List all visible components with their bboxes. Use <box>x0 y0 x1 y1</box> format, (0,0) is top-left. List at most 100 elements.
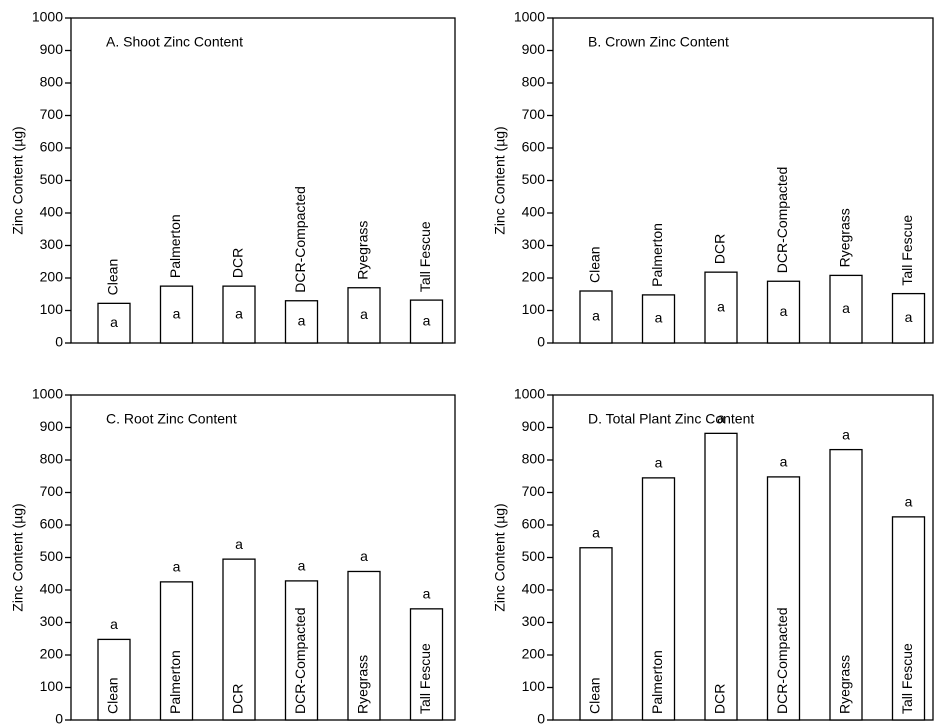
category-label: Palmerton <box>649 223 665 287</box>
category-label: Clean <box>105 259 121 296</box>
y-tick-label: 300 <box>522 613 546 629</box>
y-tick-label: 800 <box>522 451 546 467</box>
y-axis-label: Zinc Content (µg) <box>10 126 26 234</box>
category-label: DCR-Compacted <box>292 607 308 714</box>
significance-letter: a <box>173 305 181 321</box>
y-tick-label: 100 <box>40 301 64 317</box>
category-label: Ryegrass <box>355 221 371 280</box>
category-label: Clean <box>105 677 121 714</box>
y-tick-label: 900 <box>522 418 546 434</box>
significance-letter: a <box>780 303 788 319</box>
significance-letter: a <box>905 309 913 325</box>
y-tick-label: 800 <box>40 451 64 467</box>
significance-letter: a <box>592 308 600 324</box>
y-tick-label: 1000 <box>32 9 63 25</box>
significance-letter: a <box>842 300 850 316</box>
bar <box>766 280 801 344</box>
category-label: DCR-Compacted <box>292 186 308 293</box>
significance-letter: a <box>655 455 663 471</box>
bar <box>704 271 738 344</box>
y-axis-label: Zinc Content (µg) <box>492 503 508 611</box>
y-axis-label: Zinc Content (µg) <box>492 126 508 234</box>
significance-letter: a <box>717 298 725 314</box>
bar <box>409 608 444 721</box>
category-label: DCR-Compacted <box>774 607 790 714</box>
panel-title: B. Crown Zinc Content <box>588 34 729 50</box>
significance-letter: a <box>360 548 368 564</box>
category-label: Ryegrass <box>355 655 371 714</box>
category-label: Tall Fescue <box>417 643 433 714</box>
bar <box>97 638 131 721</box>
significance-letter: a <box>235 536 243 552</box>
y-tick-label: 200 <box>40 646 64 662</box>
category-label: Tall Fescue <box>899 643 915 714</box>
y-tick-label: 600 <box>522 139 546 155</box>
category-label: DCR <box>230 684 246 714</box>
category-label: Ryegrass <box>837 208 853 267</box>
significance-letter: a <box>298 313 306 329</box>
category-label: Ryegrass <box>837 655 853 714</box>
y-tick-label: 200 <box>522 646 546 662</box>
y-tick-label: 500 <box>40 548 64 564</box>
bar <box>579 290 613 344</box>
y-tick-label: 200 <box>522 269 546 285</box>
bar <box>641 294 676 344</box>
significance-letter: a <box>592 524 600 540</box>
bar <box>641 477 676 721</box>
bar <box>409 299 444 344</box>
category-label: Palmerton <box>649 650 665 714</box>
panel-title: D. Total Plant Zinc Content <box>588 411 754 427</box>
y-axis-label: Zinc Content (µg) <box>10 503 26 611</box>
significance-letter: a <box>173 559 181 575</box>
y-tick-label: 300 <box>40 236 64 252</box>
significance-letter: a <box>360 306 368 322</box>
panel-title: A. Shoot Zinc Content <box>106 34 243 50</box>
significance-letter: a <box>298 558 306 574</box>
y-tick-label: 400 <box>522 581 546 597</box>
significance-letter: a <box>423 312 431 328</box>
bar <box>222 558 256 721</box>
bar <box>222 285 256 344</box>
significance-letter: a <box>655 310 663 326</box>
y-tick-label: 0 <box>537 334 545 350</box>
panel-title: C. Root Zinc Content <box>106 411 237 427</box>
significance-letter: a <box>842 426 850 442</box>
category-label: DCR <box>712 234 728 264</box>
y-tick-label: 900 <box>40 41 64 57</box>
bar <box>284 300 319 344</box>
category-label: Tall Fescue <box>417 221 433 292</box>
bar <box>159 285 194 344</box>
bar <box>829 274 863 344</box>
category-label: Palmerton <box>167 214 183 278</box>
bar <box>829 448 863 721</box>
y-tick-label: 1000 <box>32 386 63 402</box>
y-tick-label: 500 <box>40 171 64 187</box>
y-tick-label: 500 <box>522 171 546 187</box>
y-tick-label: 1000 <box>514 386 545 402</box>
y-tick-label: 0 <box>537 711 545 727</box>
y-tick-label: 0 <box>55 711 63 727</box>
y-tick-label: 400 <box>40 581 64 597</box>
bar <box>97 302 131 344</box>
y-tick-label: 800 <box>40 74 64 90</box>
y-tick-label: 900 <box>522 41 546 57</box>
bar <box>579 547 613 721</box>
category-label: DCR <box>230 248 246 278</box>
y-tick-label: 1000 <box>514 9 545 25</box>
category-label: Clean <box>587 677 603 714</box>
y-tick-label: 800 <box>522 74 546 90</box>
bar <box>284 580 319 721</box>
y-tick-label: 300 <box>522 236 546 252</box>
y-tick-label: 200 <box>40 269 64 285</box>
y-tick-label: 100 <box>522 678 546 694</box>
y-tick-label: 700 <box>40 483 64 499</box>
y-tick-label: 700 <box>40 106 64 122</box>
plot-frame <box>70 17 456 344</box>
bar <box>347 570 381 721</box>
y-tick-label: 600 <box>40 139 64 155</box>
significance-letter: a <box>110 616 118 632</box>
bar <box>159 581 194 721</box>
bar <box>891 292 926 344</box>
significance-letter: a <box>110 314 118 330</box>
